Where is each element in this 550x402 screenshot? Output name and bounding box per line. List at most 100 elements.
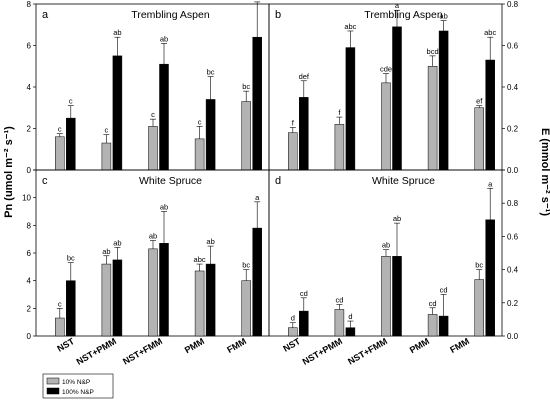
panel-a-significance-label: c — [58, 125, 62, 134]
panel-d-significance-label: ab — [393, 214, 401, 223]
panel-b-bar — [334, 124, 345, 171]
panel-d-category-label: NST — [281, 336, 302, 354]
panel-d-ytick-label: 0.8 — [507, 199, 519, 208]
panel-d-significance-label: d — [348, 312, 352, 321]
panel-a-ytick-label: 4 — [27, 83, 32, 92]
panel-d-bar — [474, 279, 484, 337]
panel-c-bar — [205, 263, 216, 337]
panel-a-ytick-label: 8 — [27, 0, 32, 9]
panel-d-category-label: NST+FMM — [346, 336, 389, 367]
panel-a-bar — [205, 99, 216, 171]
panel-d-bar — [485, 219, 495, 337]
panel-a-significance-label: bc — [207, 68, 215, 77]
panel-c-category-label: NST+FMM — [121, 336, 164, 367]
panel-b-significance-label: f — [292, 118, 295, 127]
panel-c-bar — [194, 270, 205, 337]
panel-d-significance-label: cd — [440, 286, 448, 295]
panel-a-significance-label: bc — [242, 82, 250, 91]
panel-b-bar — [299, 97, 309, 171]
panel-a-bar — [241, 101, 251, 171]
panel-a-bar — [148, 126, 158, 171]
y-axis-label-right: E (mmol m⁻² s⁻¹) — [539, 128, 550, 216]
panel-d-bar — [392, 256, 402, 337]
panel-a-bar — [159, 63, 169, 171]
panel-a-ytick-label: 2 — [27, 125, 32, 134]
y-axis-label-left: Pn (umol m⁻² s⁻¹) — [3, 126, 15, 218]
panel-c-category-label: NST+PMM — [75, 336, 118, 367]
panel-c-significance-label: ab — [160, 203, 168, 212]
panel-b-ytick-label: 0.6 — [507, 42, 519, 51]
legend-swatch-2 — [46, 387, 60, 395]
panel-d-significance-label: d — [291, 314, 295, 323]
panel-d-bar — [438, 315, 449, 337]
panel-d-ytick-label: 0.6 — [507, 232, 519, 241]
panel-b-significance-label: bcd — [427, 47, 439, 56]
panel-c-category-label: FMM — [225, 336, 248, 355]
panel-d-ytick-label: 0.0 — [507, 332, 519, 341]
panel-d-label: d — [275, 175, 281, 187]
panel-b-ytick-label: 0.2 — [507, 125, 519, 134]
panel-c-bar — [55, 317, 65, 337]
panel-b-title: Trembling Aspen — [364, 9, 443, 21]
panel-b-bar — [438, 30, 449, 171]
panel-d-significance-label: ab — [382, 241, 390, 250]
panel-a-bar — [55, 136, 65, 171]
panel-b-bar — [288, 132, 298, 171]
panel-a-ytick-label: 6 — [27, 42, 32, 51]
panel-a-significance-label: ab — [113, 28, 121, 37]
panel-b-significance-label: cde — [380, 65, 392, 74]
panel-d-significance-label: cd — [429, 299, 437, 308]
panel-c-category-label: NST — [55, 336, 76, 354]
panel-c-bar — [241, 280, 251, 337]
panel-d-ytick-label: 0.2 — [507, 299, 519, 308]
panel-c-ytick-label: 0 — [27, 332, 32, 341]
panel-b-significance-label: abc — [344, 22, 356, 31]
panel-a-bar — [101, 142, 112, 171]
panel-a-significance-label: c — [105, 126, 109, 135]
panel-c-category-label: PMM — [183, 336, 206, 355]
panel-c-ytick-label: 4 — [27, 277, 32, 286]
panel-b-significance-label: ab — [439, 12, 447, 21]
panel-b-bar — [392, 26, 402, 171]
panel-c-bar — [101, 263, 112, 337]
panel-d-category-label: NST+PMM — [301, 336, 344, 367]
panel-c-significance-label: ab — [113, 238, 121, 247]
panel-c-ytick-label: 10 — [22, 194, 31, 203]
legend-label-1: 10% N&P — [62, 379, 90, 386]
panel-a-bar — [112, 55, 123, 171]
panel-d-bar — [334, 309, 345, 337]
legend: 10% N&P 100% N&P — [42, 373, 114, 399]
panel-c-title: White Spruce — [139, 175, 202, 187]
panel-c-ytick-label: 6 — [27, 249, 32, 258]
panel-a-significance-label: c — [151, 110, 155, 119]
panel-a-bar — [194, 138, 205, 171]
panel-a-title: Trembling Aspen — [131, 9, 210, 21]
panel-d-significance-label: bc — [475, 261, 483, 270]
panel-c-bar — [148, 248, 158, 337]
panel-b-bar — [485, 59, 495, 171]
panel-c-significance-label: ab — [102, 247, 110, 256]
panel-c-significance-label: bc — [242, 261, 250, 270]
panel-d-bar — [299, 310, 309, 337]
panel-c-label: c — [42, 175, 48, 187]
panel-d-bar — [427, 314, 438, 337]
legend-label-2: 100% N&P — [62, 389, 94, 396]
panel-d-category-label: FMM — [448, 336, 471, 355]
panel-d-title: White Spruce — [372, 175, 435, 187]
panel-d-ytick-label: 0.4 — [507, 266, 519, 275]
panel-b-significance-label: abc — [484, 28, 496, 37]
panel-b-significance-label: def — [299, 72, 310, 81]
panel-d-category-label: PMM — [408, 336, 431, 355]
panel-c-significance-label: c — [58, 299, 62, 308]
panel-d-bar — [288, 327, 298, 337]
panel-d-bar — [345, 327, 356, 337]
legend-swatch-1 — [46, 377, 60, 385]
panel-b-significance-label: ef — [476, 97, 483, 106]
panel-c-bar — [252, 227, 262, 337]
panel-a-ytick-label: 0 — [27, 166, 32, 175]
panel-d-significance-label: cd — [300, 289, 308, 298]
panel-b-ytick-label: 0.8 — [507, 0, 519, 9]
panel-b-ytick-label: 0.0 — [507, 166, 519, 175]
panel-d-significance-label: cd — [335, 295, 343, 304]
